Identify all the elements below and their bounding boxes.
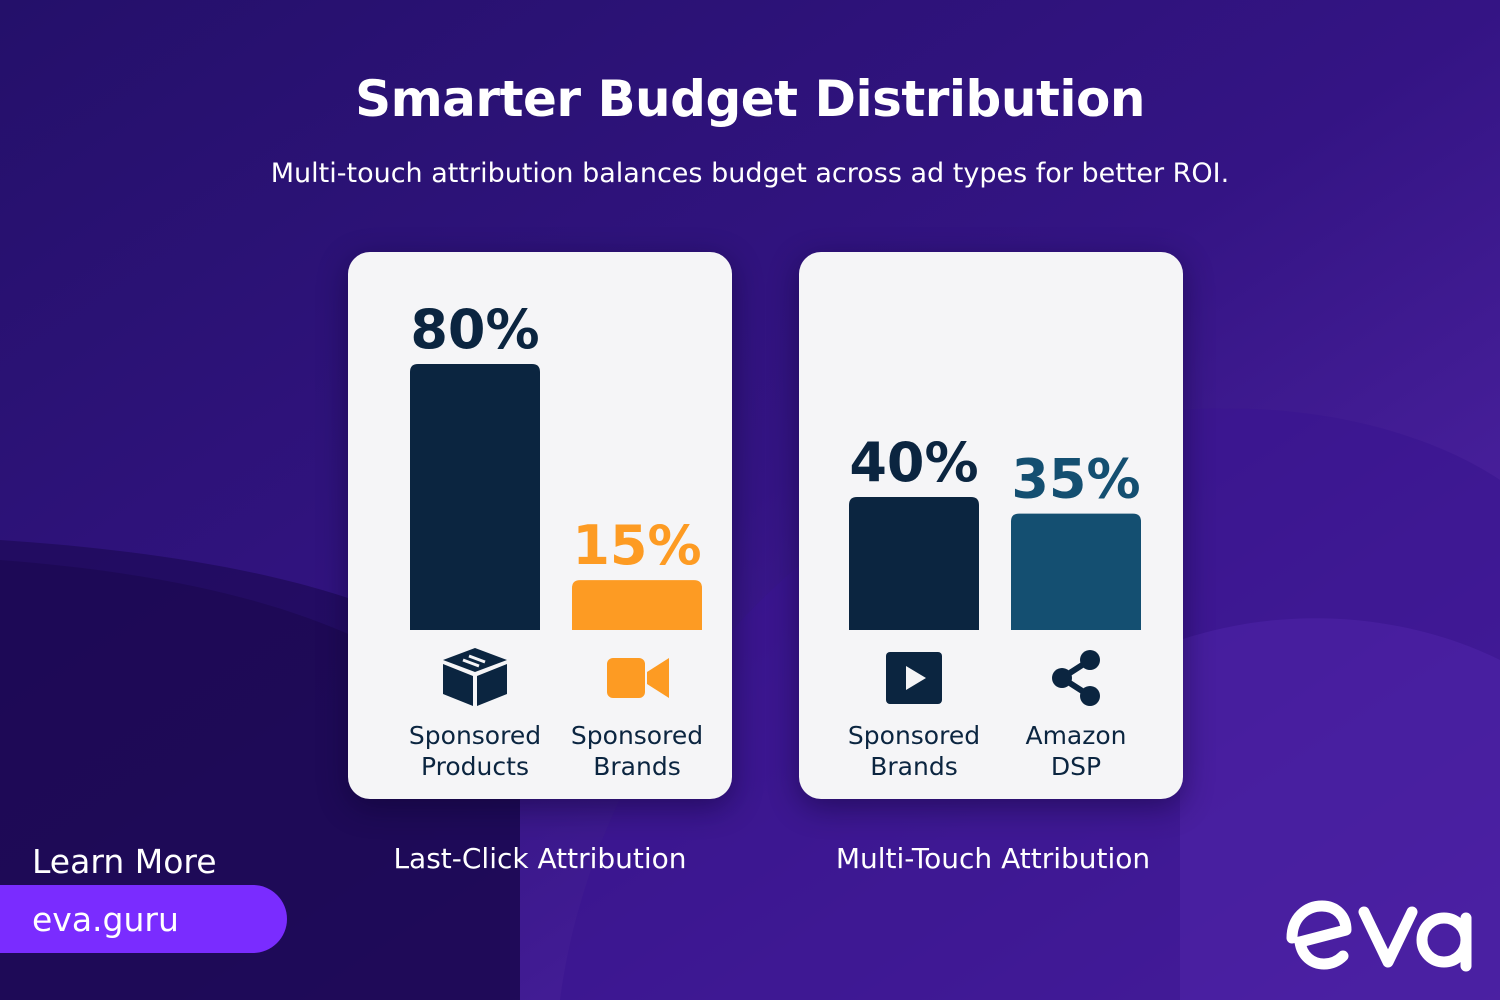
last-click-chart-title: Last-Click Attribution — [393, 842, 687, 875]
play-video-icon — [886, 652, 942, 704]
share-icon — [1052, 650, 1100, 706]
box-icon — [443, 648, 507, 706]
last-click-chart-card: 80% Sponsored Products 15% Sponsored Brands — [348, 252, 732, 799]
bar-amazon-dsp — [1011, 513, 1141, 630]
category-label: DSP — [1051, 752, 1101, 781]
data-label: 40% — [849, 431, 978, 494]
category-label: Products — [421, 752, 529, 781]
bar-sponsored-brands — [572, 580, 702, 630]
page-title: Smarter Budget Distribution — [355, 70, 1145, 128]
video-camera-icon — [607, 658, 669, 698]
category-label: Amazon — [1025, 721, 1126, 750]
site-link[interactable]: eva.guru — [32, 900, 179, 939]
multi-touch-chart-title: Multi-Touch Attribution — [835, 842, 1151, 875]
category-label: Brands — [593, 752, 681, 781]
bar-sponsored-brands — [849, 497, 979, 630]
category-label: Sponsored — [848, 721, 980, 750]
data-label: 15% — [572, 514, 701, 577]
category-label: Sponsored — [571, 721, 703, 750]
category-label: Brands — [870, 752, 958, 781]
learn-more-label: Learn More — [32, 842, 217, 881]
multi-touch-chart-card: 40% Sponsored Brands 35% Amazon DSP — [799, 252, 1183, 799]
category-label: Sponsored — [409, 721, 541, 750]
site-link-pill[interactable] — [0, 885, 287, 953]
data-label: 80% — [410, 298, 539, 361]
bar-sponsored-products — [410, 364, 540, 630]
page-subtitle: Multi-touch attribution balances budget … — [270, 158, 1230, 189]
eva-logo — [1286, 900, 1472, 972]
data-label: 35% — [1011, 448, 1140, 511]
